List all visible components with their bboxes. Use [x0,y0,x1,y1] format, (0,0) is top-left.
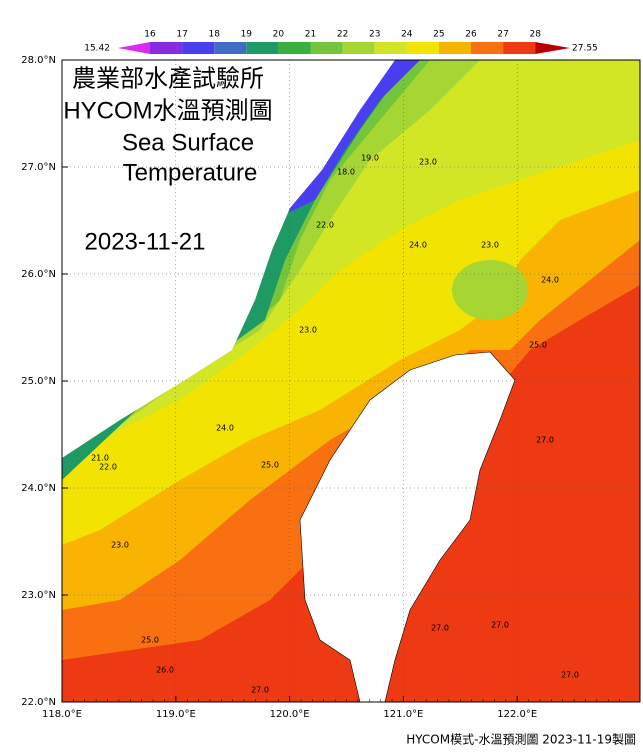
x-tick-label: 120.0°E [270,709,310,720]
colorbar-segment [150,42,183,54]
colorbar-min: 15.42 [84,44,110,54]
colorbar-tick-label: 27 [497,30,508,40]
contour-label: 27.0 [251,686,269,695]
contour-label: 24.0 [216,424,234,433]
colorbar-tick-label: 21 [305,30,316,40]
colorbar-tick-label: 17 [176,30,187,40]
contour-label: 27.0 [431,624,449,633]
date: 2023-11-21 [85,228,206,255]
colorbar-segment [438,42,471,54]
y-tick-label: 22.0°N [21,697,56,708]
contour-label: 23.0 [111,541,129,550]
contour-label: 23.0 [419,158,437,167]
title-line: HYCOM水溫預測圖 [63,97,272,124]
colorbar-tick-label: 19 [241,30,253,40]
colorbar-arrow [118,42,150,54]
contour-label: 27.0 [491,621,509,630]
colorbar-tick-label: 25 [433,30,444,40]
colorbar-tick-label: 26 [465,30,477,40]
colorbar-segment [214,42,247,54]
cool-patch [452,260,528,320]
x-tick-label: 122.0°E [497,709,537,720]
contour-label: 25.0 [141,636,159,645]
contour-label: 21.0 [91,454,109,463]
y-tick-label: 28.0°N [21,55,56,66]
colorbar-tick-label: 22 [337,30,348,40]
colorbar-tick-label: 28 [529,30,541,40]
contour-label: 26.0 [156,666,174,675]
contour-label: 23.0 [299,326,317,335]
footer: HYCOM模式-水溫預測圖 2023-11-19製圖 [406,733,636,747]
colorbar-tick-label: 24 [401,30,413,40]
title-line: 農業部水產試驗所 [72,65,264,92]
contour-label: 24.0 [409,241,427,250]
colorbar-tick-label: 23 [369,30,380,40]
colorbar-segment [503,42,536,54]
colorbar-tick-label: 18 [208,30,220,40]
warm-patch [375,236,445,264]
contour-label: 19.0 [361,154,379,163]
x-tick-label: 121.0°E [383,709,423,720]
title-line: Sea Surface [122,129,254,156]
contour-label: 22.0 [316,221,334,230]
colorbar-segment [246,42,279,54]
colorbar-tick-label: 20 [273,30,285,40]
contour-label: 25.0 [261,461,279,470]
y-tick-label: 27.0°N [21,162,56,173]
x-tick-label: 118.0°E [42,709,82,720]
y-tick-label: 23.0°N [21,590,56,601]
y-tick-label: 26.0°N [21,269,56,280]
title-line: Temperature [123,159,258,186]
contour-label: 27.0 [561,671,579,680]
y-tick-label: 25.0°N [21,376,56,387]
contour-label: 22.0 [99,463,117,472]
y-tick-label: 24.0°N [21,483,56,494]
colorbar-segment [406,42,439,54]
x-tick-label: 119.0°E [156,709,196,720]
contour-label: 24.0 [541,276,559,285]
taiwan [299,351,516,702]
mainland [62,60,395,458]
contour-label: 25.0 [529,341,547,350]
contour-label: 23.0 [481,241,499,250]
colorbar-tick-label: 16 [144,30,156,40]
colorbar-segment [278,42,311,54]
colorbar-segment [471,42,504,54]
graticule [62,60,640,702]
colorbar-max: 27.55 [572,44,598,54]
colorbar-segment [310,42,343,54]
colorbar-segment [342,42,375,54]
contour-label: 18.0 [337,168,355,177]
sst-field [62,60,640,702]
colorbar-arrow [535,42,570,54]
contour-label: 27.0 [536,436,554,445]
colorbar-segment [374,42,407,54]
colorbar-segment [182,42,215,54]
